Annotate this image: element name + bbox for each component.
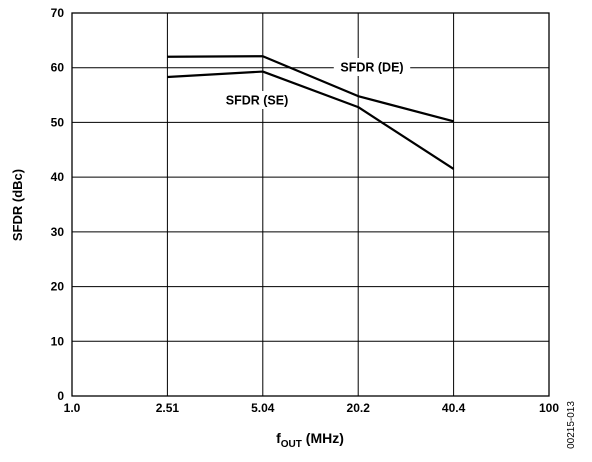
y-tick-label: 40 — [51, 170, 65, 184]
x-tick-label: 100 — [539, 401, 559, 415]
y-tick-label: 30 — [51, 225, 65, 239]
x-tick-label: 2.51 — [156, 401, 180, 415]
series-annotations: SFDR (DE) SFDR (SE) — [218, 58, 411, 109]
y-tick-label: 60 — [51, 61, 65, 75]
x-axis-title-main: f — [276, 430, 281, 446]
x-tick-label: 1.0 — [64, 401, 81, 415]
x-tick-label: 5.04 — [251, 401, 275, 415]
series-line-sfdr-de — [167, 55, 454, 123]
y-tick-label: 70 — [51, 6, 65, 20]
series-layer — [167, 55, 455, 170]
x-tick-label: 20.2 — [347, 401, 371, 415]
y-tick-label: 20 — [51, 280, 65, 294]
y-tick-label: 50 — [51, 115, 65, 129]
y-tick-labels: 0 10 20 30 40 50 60 70 — [51, 6, 65, 403]
series-line-sfdr-se — [167, 70, 455, 170]
x-axis-title-units: (MHz) — [302, 430, 344, 446]
figure-code: 00215-013 — [566, 401, 577, 449]
grid-lines — [71, 12, 550, 397]
series-annotation-sfdr-de: SFDR (DE) — [340, 61, 403, 75]
series-annotation-sfdr-se: SFDR (SE) — [226, 94, 289, 108]
x-tick-labels: 1.0 2.51 5.04 20.2 40.4 100 — [64, 401, 560, 415]
x-axis-title: fOUT (MHz) — [276, 430, 344, 450]
plot-frame — [71, 12, 550, 397]
y-axis-title: SFDR (dBc) — [10, 169, 25, 241]
y-tick-label: 10 — [51, 334, 65, 348]
annotation-background — [218, 91, 296, 109]
y-tick-label: 0 — [57, 389, 64, 403]
annotation-background — [333, 58, 411, 76]
x-axis-title-subscript: OUT — [281, 439, 302, 450]
x-tick-label: 40.4 — [442, 401, 466, 415]
